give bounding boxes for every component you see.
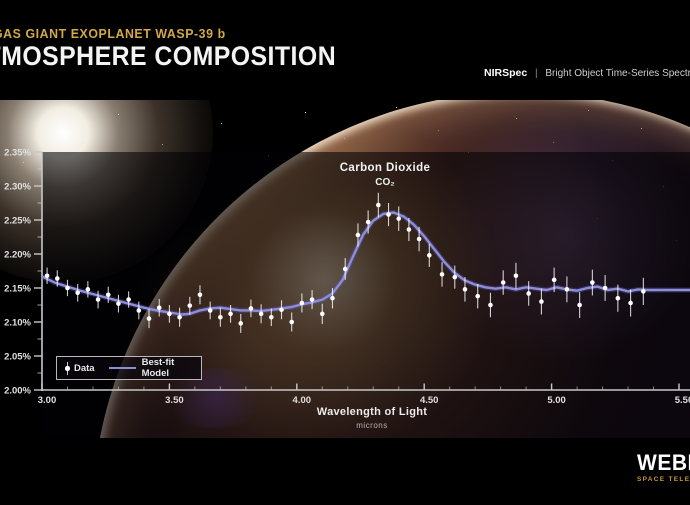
y-tick-label: 2.25% xyxy=(4,216,31,227)
data-point xyxy=(248,306,254,311)
data-point xyxy=(126,297,131,302)
data-point xyxy=(177,314,182,320)
data-point xyxy=(319,311,325,317)
data-point xyxy=(628,300,633,306)
data-point xyxy=(167,311,172,317)
data-point xyxy=(136,308,142,313)
data-point xyxy=(54,276,60,281)
data-point xyxy=(258,311,264,317)
webb-logo-subtitle: SPACE TELESCOPE xyxy=(637,476,690,483)
data-point xyxy=(228,311,233,317)
data-point xyxy=(462,287,468,292)
y-tick-label: 2.30% xyxy=(4,182,31,193)
data-point xyxy=(207,308,213,313)
data-point xyxy=(416,236,422,242)
data-point xyxy=(65,285,70,291)
data-point xyxy=(197,292,203,298)
data-point xyxy=(452,274,458,280)
data-point xyxy=(376,202,381,208)
best-fit-model-line xyxy=(41,211,690,316)
data-point xyxy=(75,290,80,296)
data-point xyxy=(406,227,412,232)
data-point xyxy=(289,319,295,325)
legend-model-label: Best-fit Model xyxy=(141,357,175,379)
data-point xyxy=(577,302,582,308)
chart-legend: Data Best-fit Model xyxy=(56,356,202,380)
x-tick-label: 4.00 xyxy=(293,395,312,406)
headline-kicker: GAS GIANT EXOPLANET WASP-39 b xyxy=(0,26,226,41)
x-tick-label: 3.00 xyxy=(38,395,57,406)
model-line-glow xyxy=(40,210,690,317)
data-point xyxy=(513,273,519,279)
data-point xyxy=(386,212,391,217)
data-point xyxy=(615,295,621,301)
instrument-separator: | xyxy=(534,68,538,79)
data-point xyxy=(238,321,244,326)
data-point xyxy=(116,301,121,306)
data-point xyxy=(269,314,274,320)
x-tick-label: 4.50 xyxy=(420,395,439,406)
data-point xyxy=(309,297,315,302)
data-point xyxy=(539,299,544,304)
co2-annotation-formula: CO₂ xyxy=(375,177,395,188)
data-point xyxy=(439,272,445,277)
data-point xyxy=(602,285,608,291)
data-point xyxy=(279,307,284,313)
data-point xyxy=(590,280,595,285)
y-tick-label: 2.20% xyxy=(4,250,31,261)
data-point xyxy=(146,316,152,321)
data-point xyxy=(500,280,506,285)
data-point xyxy=(526,291,531,296)
data-point xyxy=(218,314,223,320)
webb-logo: WEBB SPACE TELESCOPE xyxy=(637,451,690,483)
plot-background-overlay xyxy=(42,152,690,440)
data-point xyxy=(475,293,481,299)
data-point xyxy=(355,232,361,238)
instrument-row: NIRSpec | Bright Object Time-Series Spec… xyxy=(484,67,690,79)
data-point xyxy=(330,295,335,301)
x-tick-label: 5.50 xyxy=(675,395,690,406)
data-point xyxy=(299,300,305,306)
y-tick-label: 2.15% xyxy=(4,284,31,295)
data-point xyxy=(641,289,646,294)
data-point xyxy=(342,266,348,272)
x-tick-label: 5.00 xyxy=(547,395,566,406)
footer-bar xyxy=(0,438,690,505)
data-point xyxy=(564,287,570,292)
legend-data-label: Data xyxy=(74,362,95,374)
data-point xyxy=(365,219,371,225)
data-point xyxy=(95,297,101,302)
data-point xyxy=(396,216,402,221)
data-point xyxy=(44,273,50,279)
y-tick-label: 2.00% xyxy=(4,386,31,397)
headline-block: GAS GIANT EXOPLANET WASP-39 b ATMOSPHERE… xyxy=(0,26,690,92)
x-axis-title-block: Wavelength of Light microns xyxy=(282,406,462,430)
y-tick-label: 2.35% xyxy=(4,148,31,159)
co2-annotation-title: Carbon Dioxide xyxy=(339,162,431,174)
instrument-mode: Bright Object Time-Series Spectroscopy xyxy=(545,68,690,79)
data-point xyxy=(426,253,432,258)
data-point xyxy=(105,292,111,298)
page-title: ATMOSPHERE COMPOSITION xyxy=(0,41,337,71)
model-line-icon xyxy=(108,366,136,370)
data-point xyxy=(488,302,493,308)
data-point-icon xyxy=(65,361,70,375)
y-tick-label: 2.10% xyxy=(4,318,31,329)
data-point xyxy=(85,287,91,292)
data-point xyxy=(187,303,193,308)
data-point xyxy=(156,305,162,311)
instrument-name: NIRSpec xyxy=(484,67,528,79)
webb-logo-name: WEBB xyxy=(637,451,690,476)
x-tick-label: 3.50 xyxy=(165,395,184,406)
co2-annotation: Carbon Dioxide CO₂ xyxy=(310,162,460,188)
x-axis-title: Wavelength of Light xyxy=(316,406,428,418)
x-axis-units: microns xyxy=(356,421,388,430)
data-point xyxy=(551,277,557,283)
y-tick-label: 2.05% xyxy=(4,352,31,363)
